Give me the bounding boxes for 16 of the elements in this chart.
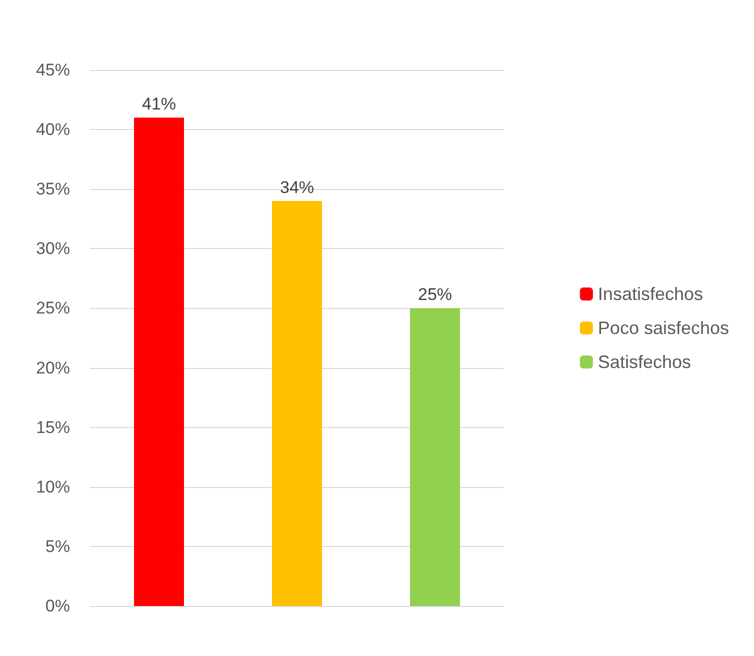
y-tick-label: 45% — [36, 60, 70, 80]
y-tick-label: 25% — [36, 298, 70, 318]
legend-label: Poco saisfechos — [598, 318, 730, 338]
legend-label: Insatisfechos — [598, 284, 703, 304]
y-tick-label: 30% — [36, 239, 70, 258]
data-label: 25% — [418, 285, 452, 304]
y-tick-label: 0% — [45, 596, 70, 616]
data-label: 41% — [142, 94, 176, 114]
legend-label: Satisfechos — [598, 352, 691, 372]
data-label: 34% — [280, 178, 314, 198]
y-tick-label: 15% — [36, 418, 70, 437]
y-tick-label: 20% — [36, 358, 70, 378]
y-tick-label: 5% — [45, 536, 70, 556]
y-tick-label: 10% — [36, 477, 70, 496]
y-tick-label: 35% — [36, 180, 70, 199]
y-tick-label: 40% — [36, 120, 70, 140]
